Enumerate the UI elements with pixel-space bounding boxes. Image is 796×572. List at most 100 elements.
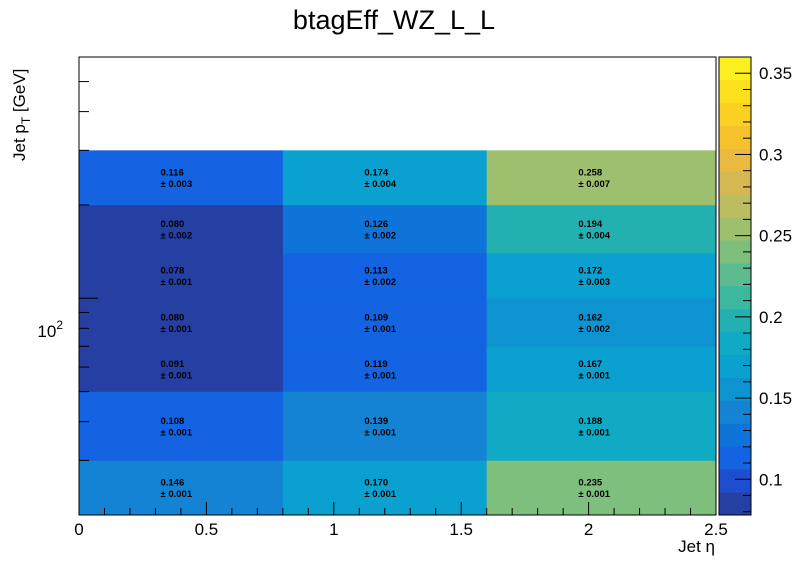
cell-value-label: 0.235 (578, 478, 602, 489)
heatmap-cell-r6-c0 (79, 150, 284, 206)
heatmap-cell-r5-c0 (79, 204, 284, 254)
cell-value-label: 0.146 (161, 478, 185, 489)
cell-error-label: ± 0.001 (161, 324, 193, 335)
colorbar-swatch (719, 377, 751, 401)
colorbar-swatch (719, 125, 751, 149)
x-axis-label: Jet η (678, 537, 715, 556)
colorbar-swatch (719, 354, 751, 378)
colorbar-swatch (719, 194, 751, 218)
heatmap-cell-r6-c1 (282, 150, 487, 206)
colorbar (718, 56, 752, 516)
x-tick-label: 2 (584, 520, 593, 539)
cell-error-label: ± 0.001 (364, 428, 396, 439)
colorbar-swatch (719, 240, 751, 264)
cell-value-label: 0.091 (161, 359, 185, 370)
cell-value-label: 0.194 (578, 219, 602, 230)
x-tick-label: 2.5 (704, 520, 728, 539)
cell-error-label: ± 0.002 (364, 277, 396, 288)
cell-error-label: ± 0.002 (161, 231, 193, 242)
colorbar-swatch (719, 446, 751, 470)
cell-error-label: ± 0.001 (161, 428, 193, 439)
x-tick-label: 1 (329, 520, 338, 539)
colorbar-tick-label: 0.15 (759, 389, 792, 408)
cell-error-label: ± 0.007 (578, 179, 610, 190)
cell-error-label: ± 0.003 (578, 277, 610, 288)
cell-error-label: ± 0.002 (578, 324, 610, 335)
y-tick-base: 10 (37, 322, 56, 341)
cell-error-label: ± 0.001 (364, 371, 396, 382)
colorbar-tick-label: 0.2 (759, 308, 783, 327)
colorbar-swatch (719, 217, 751, 241)
cell-value-label: 0.167 (578, 359, 602, 370)
cell-value-label: 0.258 (578, 168, 602, 179)
cell-value-label: 0.116 (161, 168, 184, 179)
heatmap-cell-r2-c2 (486, 346, 717, 392)
colorbar-tick-label: 0.25 (759, 227, 792, 246)
cell-value-label: 0.170 (364, 478, 388, 489)
axis-ticks (78, 56, 717, 516)
cell-error-label: ± 0.001 (364, 489, 396, 500)
cell-error-label: ± 0.001 (578, 428, 610, 439)
x-tick-label: 0.5 (195, 520, 219, 539)
cell-value-label: 0.126 (364, 219, 388, 230)
cell-error-label: ± 0.001 (161, 489, 193, 500)
colorbar-swatch (719, 400, 751, 424)
cell-error-label: ± 0.001 (578, 371, 610, 382)
heatmap-cell-r1-c1 (282, 391, 487, 461)
y-axis-label-sub: T (19, 116, 33, 124)
colorbar-swatch (719, 286, 751, 310)
cell-error-label: ± 0.001 (364, 324, 396, 335)
x-tick-label: 1.5 (449, 520, 473, 539)
cell-value-label: 0.108 (161, 416, 185, 427)
heatmap-cell-r2-c0 (79, 346, 284, 392)
cell-value-label: 0.172 (578, 266, 602, 277)
chart-title: btagEff_WZ_L_L (293, 5, 495, 35)
heatmap-cell-r3-c1 (282, 298, 487, 347)
cell-error-label: ± 0.004 (578, 231, 610, 242)
heatmap-cell-r1-c0 (79, 391, 284, 461)
y-axis-label-main: Jet p (10, 124, 29, 161)
heatmap-cell-r0-c1 (282, 460, 487, 516)
heatmap-cell-r4-c0 (79, 252, 284, 299)
y-tick-label-100: 102 (37, 318, 63, 341)
cell-error-label: ± 0.001 (161, 277, 193, 288)
heatmap-cell-r4-c2 (486, 252, 717, 299)
cell-value-label: 0.080 (161, 312, 185, 323)
colorbar-swatch (719, 79, 751, 104)
colorbar-swatch (719, 469, 751, 493)
y-tick-exponent: 2 (56, 318, 63, 332)
cell-error-label: ± 0.003 (161, 179, 193, 190)
cell-value-label: 0.109 (364, 312, 388, 323)
cell-value-label: 0.139 (364, 416, 388, 427)
colorbar-swatch (719, 171, 751, 195)
y-axis-label: Jet pT [GeV] (10, 69, 33, 161)
colorbar-tick-label: 0.3 (759, 145, 783, 164)
cell-value-label: 0.113 (364, 266, 387, 277)
plot-frame (78, 56, 717, 516)
colorbar-swatch (719, 492, 751, 516)
heatmap-cell-r6-c2 (486, 150, 717, 206)
cell-error-label: ± 0.001 (161, 371, 193, 382)
cell-value-label: 0.078 (161, 266, 185, 277)
heatmap-cells (79, 150, 717, 516)
cell-value-label: 0.162 (578, 312, 602, 323)
colorbar-swatch (719, 263, 751, 287)
colorbar-frame (718, 56, 752, 516)
heatmap-cell-r3-c0 (79, 298, 284, 347)
colorbar-swatch (719, 102, 751, 126)
cell-value-label: 0.174 (364, 168, 388, 179)
heatmap-cell-r0-c2 (486, 460, 717, 516)
colorbar-tick-labels: 0.1 0.15 0.2 0.25 0.3 0.35 (759, 64, 792, 489)
colorbar-tick-label: 0.35 (759, 64, 792, 83)
cell-error-label: ± 0.001 (578, 489, 610, 500)
cell-error-label: ± 0.004 (364, 179, 396, 190)
heatmap-cell-r4-c1 (282, 252, 487, 299)
y-axis-label-unit: [GeV] (10, 69, 29, 117)
colorbar-swatch (719, 423, 751, 447)
x-tick-label: 0 (74, 520, 83, 539)
heatmap-cell-r5-c1 (282, 204, 487, 254)
heatmap-cell-r2-c1 (282, 346, 487, 392)
x-tick-labels: 0 0.5 1 1.5 2 2.5 (74, 520, 728, 539)
